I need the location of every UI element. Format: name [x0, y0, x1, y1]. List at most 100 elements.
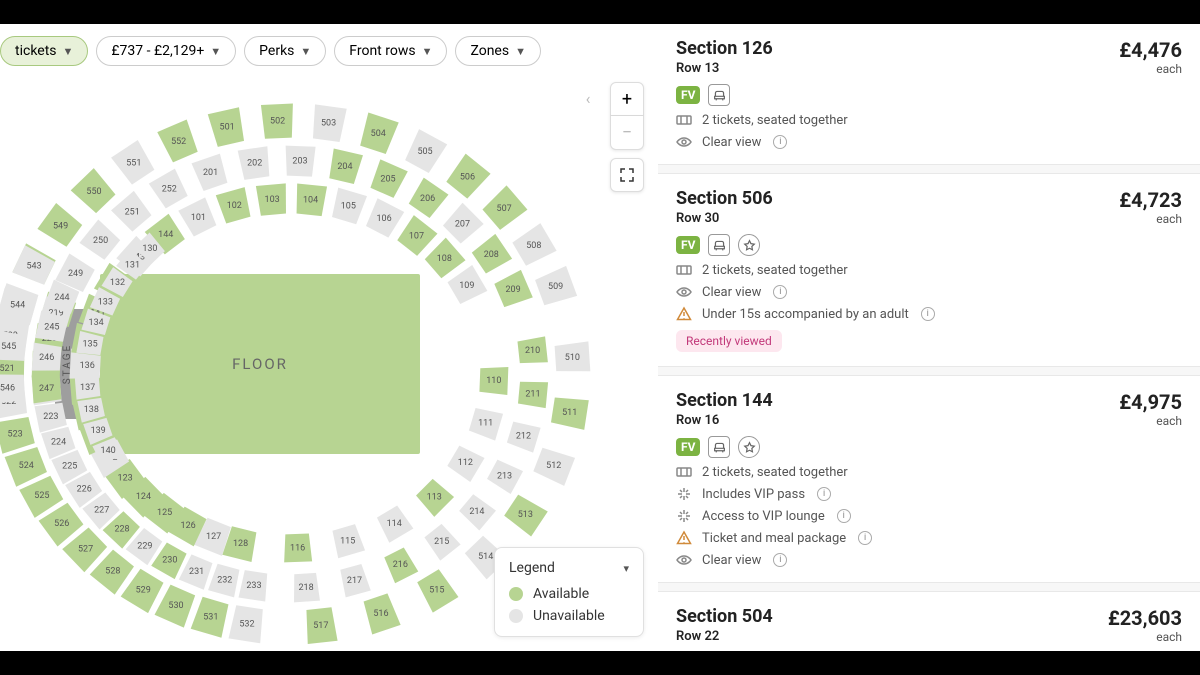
section-206[interactable]	[409, 178, 449, 218]
seat-icon	[708, 234, 730, 256]
filter-zones[interactable]: Zones ▼	[455, 36, 541, 66]
section-546	[0, 374, 25, 404]
section-109	[448, 265, 488, 304]
section-110[interactable]	[479, 367, 508, 395]
section-113[interactable]	[416, 479, 454, 517]
section-217	[340, 564, 370, 597]
listing-row: Row 13	[676, 61, 773, 76]
listing-card[interactable]: Section 126 Row 13 £4,476 each FV 2 tick…	[658, 24, 1200, 165]
legend-available: Available	[509, 586, 629, 602]
fv-badge: FV	[676, 438, 700, 456]
section-504[interactable]	[360, 112, 399, 153]
listing-header: Section 506 Row 30 £4,723 each	[676, 188, 1182, 226]
section-506[interactable]	[446, 154, 490, 199]
info-icon[interactable]: i	[773, 135, 787, 149]
section-108[interactable]	[425, 238, 466, 279]
section-501[interactable]	[208, 107, 244, 147]
listing-price: £4,476	[1119, 38, 1182, 62]
section-205[interactable]	[370, 159, 407, 198]
section-510	[555, 341, 591, 371]
section-509	[535, 266, 577, 305]
viewport: tickets▼ £737 - £2,129+▼ Perks▼ Front ro…	[0, 0, 1200, 675]
info-icon[interactable]: i	[837, 509, 851, 523]
section-513[interactable]	[504, 495, 548, 537]
seat-icon	[708, 84, 730, 106]
listing-feature: 2 tickets, seated together	[676, 262, 1182, 278]
section-214	[459, 494, 496, 530]
fullscreen-button[interactable]	[610, 158, 644, 192]
filter-perks[interactable]: Perks ▼	[244, 36, 326, 66]
legend-toggle[interactable]: Legend▾	[509, 560, 629, 576]
listing-each: each	[1119, 212, 1182, 226]
section-216[interactable]	[384, 547, 418, 583]
feature-text: 2 tickets, seated together	[702, 263, 848, 278]
filter-price-label: £737 - £2,129+	[111, 43, 204, 59]
feature-text: Clear view	[702, 135, 761, 150]
section-104[interactable]	[297, 183, 327, 216]
section-102[interactable]	[216, 187, 251, 223]
section-517[interactable]	[306, 607, 337, 644]
zoom-in-button[interactable]: +	[610, 82, 644, 116]
section-549[interactable]	[37, 203, 82, 247]
section-223	[34, 403, 66, 433]
section-115	[332, 524, 365, 558]
feature-text: Clear view	[702, 285, 761, 300]
section-507[interactable]	[482, 185, 527, 230]
section-552[interactable]	[157, 119, 197, 162]
section-208[interactable]	[472, 234, 512, 274]
section-550[interactable]	[71, 168, 116, 213]
section-515[interactable]	[417, 569, 458, 612]
dot-available-icon	[509, 587, 523, 601]
filter-tickets[interactable]: tickets▼	[0, 36, 88, 66]
listing-card[interactable]: Section 506 Row 30 £4,723 each FV 2 tick…	[658, 173, 1200, 367]
section-516[interactable]	[364, 593, 401, 634]
listing-feature: Ticket and meal packagei	[676, 530, 1182, 546]
chevron-down-icon: ▼	[300, 45, 311, 58]
section-105	[332, 188, 367, 225]
listing-card[interactable]: Section 144 Row 16 £4,975 each FV 2 tick…	[658, 375, 1200, 583]
zoom-out-button[interactable]: −	[610, 116, 644, 150]
section-209[interactable]	[494, 270, 532, 307]
section-107[interactable]	[397, 215, 437, 256]
info-icon[interactable]: i	[921, 307, 935, 321]
info-icon[interactable]: i	[773, 285, 787, 299]
section-204[interactable]	[329, 149, 363, 184]
nav-prev-button[interactable]: ‹	[574, 84, 602, 112]
listing-feature: 2 tickets, seated together	[676, 112, 1182, 128]
star-icon	[738, 436, 760, 458]
section-511[interactable]	[551, 397, 589, 429]
filter-front-rows[interactable]: Front rows▼	[334, 36, 447, 66]
section-103[interactable]	[256, 183, 286, 215]
listings-pane[interactable]: Section 126 Row 13 £4,476 each FV 2 tick…	[658, 24, 1200, 651]
section-218	[294, 573, 320, 603]
info-icon[interactable]: i	[858, 531, 872, 545]
filter-zones-label: Zones	[470, 43, 509, 59]
section-252	[149, 169, 188, 209]
filter-perks-label: Perks	[259, 43, 294, 59]
info-icon[interactable]: i	[817, 487, 831, 501]
section-250	[79, 219, 120, 259]
filter-bar: tickets▼ £737 - £2,129+▼ Perks▼ Front ro…	[0, 36, 541, 66]
section-543	[12, 245, 55, 284]
legend-unavailable-label: Unavailable	[533, 608, 605, 624]
listing-feature: 2 tickets, seated together	[676, 464, 1182, 480]
chevron-down-icon: ▼	[515, 45, 526, 58]
filter-price[interactable]: £737 - £2,129+▼	[96, 36, 236, 66]
section-531[interactable]	[191, 597, 229, 638]
section-211[interactable]	[518, 382, 548, 408]
recently-viewed-tag: Recently viewed	[676, 330, 782, 352]
listing-card[interactable]: Section 504 Row 22 £23,603 each FV 2 tic…	[658, 591, 1200, 651]
floor-label: FLOOR	[232, 355, 288, 373]
info-icon[interactable]: i	[773, 553, 787, 567]
seat-icon	[708, 436, 730, 458]
section-210[interactable]	[517, 336, 547, 363]
section-116[interactable]	[284, 533, 312, 562]
listing-section: Section 126	[676, 38, 773, 59]
section-247[interactable]	[32, 375, 62, 403]
section-530[interactable]	[155, 585, 196, 628]
section-502[interactable]	[261, 104, 293, 139]
section-523[interactable]	[0, 417, 35, 454]
listing-header: Section 504 Row 22 £23,603 each	[676, 606, 1182, 644]
listing-price: £4,975	[1119, 390, 1182, 414]
listing-section: Section 504	[676, 606, 773, 627]
